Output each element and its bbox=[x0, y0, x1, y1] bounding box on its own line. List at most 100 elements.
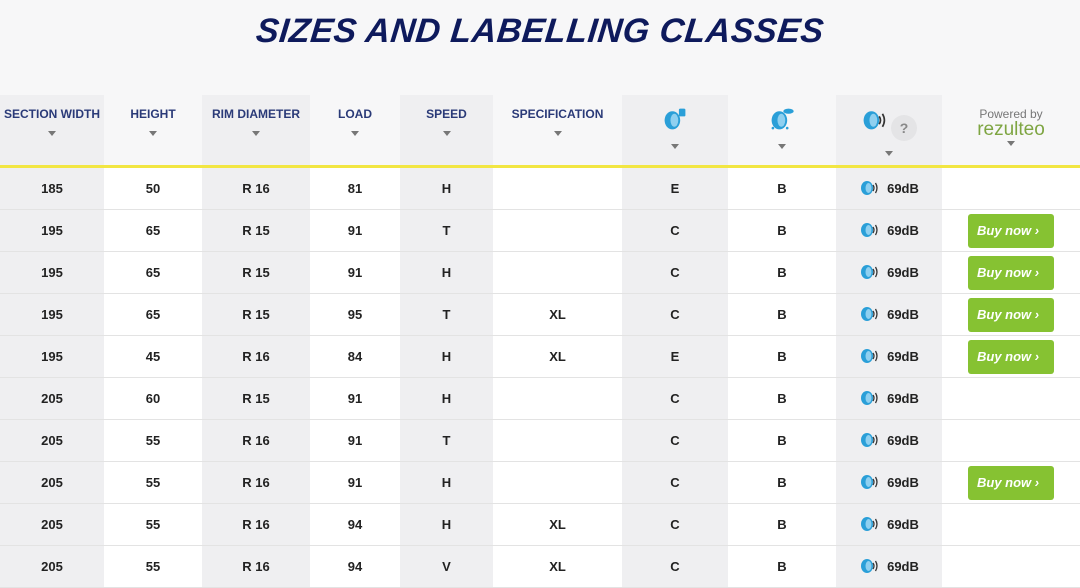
noise-value: 69dB bbox=[887, 307, 919, 322]
column-header-fuel-efficiency[interactable] bbox=[622, 95, 728, 168]
cell-load: 81 bbox=[310, 166, 400, 210]
cell-fuel: C bbox=[622, 503, 728, 546]
cell-rim: R 16 bbox=[202, 419, 310, 462]
cell-height: 65 bbox=[104, 251, 202, 294]
sort-arrow-icon[interactable] bbox=[252, 131, 260, 136]
buy-now-button[interactable]: Buy now › bbox=[968, 297, 1054, 332]
cell-rim: R 16 bbox=[202, 335, 310, 378]
cell-rim: R 15 bbox=[202, 251, 310, 294]
cell-buy: Buy now › bbox=[942, 209, 1080, 252]
cell-rim: R 16 bbox=[202, 461, 310, 504]
cell-noise: 69dB bbox=[836, 166, 942, 210]
noise-value: 69dB bbox=[887, 517, 919, 532]
column-header[interactable]: RIM DIAMETER bbox=[202, 95, 310, 168]
wet-grip-icon bbox=[769, 108, 795, 134]
buy-now-button[interactable]: Buy now › bbox=[968, 465, 1054, 500]
cell-spec bbox=[493, 251, 622, 294]
noise-icon bbox=[859, 430, 879, 451]
noise-icon bbox=[859, 346, 879, 367]
cell-fuel: C bbox=[622, 293, 728, 336]
cell-load: 94 bbox=[310, 503, 400, 546]
fuel-efficiency-icon bbox=[662, 108, 688, 134]
column-header[interactable]: SPECIFICATION bbox=[493, 95, 622, 168]
sort-arrow-icon[interactable] bbox=[671, 144, 679, 149]
cell-buy bbox=[942, 377, 1080, 420]
cell-width: 195 bbox=[0, 251, 104, 294]
sort-arrow-icon[interactable] bbox=[885, 150, 893, 156]
cell-spec: XL bbox=[493, 335, 622, 378]
cell-rim: R 15 bbox=[202, 209, 310, 252]
sort-arrow-icon[interactable] bbox=[778, 144, 786, 149]
cell-width: 185 bbox=[0, 166, 104, 210]
cell-fuel: C bbox=[622, 209, 728, 252]
help-icon[interactable]: ? bbox=[891, 114, 917, 141]
cell-height: 55 bbox=[104, 545, 202, 588]
cell-noise: 69dB bbox=[836, 545, 942, 588]
cell-speed: H bbox=[400, 335, 493, 378]
cell-buy bbox=[942, 545, 1080, 588]
table-row: 205 55 R 16 94 H XL C B 69dB bbox=[0, 503, 1080, 546]
buy-now-button[interactable]: Buy now › bbox=[968, 339, 1054, 374]
cell-speed: T bbox=[400, 419, 493, 462]
sort-arrow-icon[interactable] bbox=[442, 131, 451, 136]
table-row: 185 50 R 16 81 H E B 69dB bbox=[0, 166, 1080, 210]
cell-noise: 69dB bbox=[836, 209, 942, 252]
noise-value: 69dB bbox=[887, 475, 919, 490]
cell-spec: XL bbox=[493, 503, 622, 546]
cell-speed: H bbox=[400, 377, 493, 420]
sort-arrow-icon[interactable] bbox=[48, 131, 56, 136]
noise-icon bbox=[861, 111, 887, 134]
cell-height: 55 bbox=[104, 419, 202, 462]
noise-icon bbox=[859, 304, 879, 325]
column-header[interactable]: LOAD bbox=[310, 95, 400, 168]
cell-speed: H bbox=[400, 166, 493, 210]
noise-value: 69dB bbox=[887, 265, 919, 280]
column-label: HEIGHT bbox=[130, 107, 176, 121]
buy-now-button[interactable]: Buy now › bbox=[968, 255, 1054, 290]
sort-arrow-icon[interactable] bbox=[1007, 141, 1015, 146]
cell-width: 205 bbox=[0, 503, 104, 546]
cell-rim: R 15 bbox=[202, 293, 310, 336]
table-row: 195 65 R 15 95 T XL C B 69dB Buy now › bbox=[0, 293, 1080, 336]
table-row: 205 55 R 16 94 V XL C B 69dB bbox=[0, 545, 1080, 588]
cell-wet: B bbox=[728, 419, 836, 462]
buy-now-button[interactable]: Buy now › bbox=[968, 213, 1054, 248]
cell-noise: 69dB bbox=[836, 293, 942, 336]
sizes-table: SECTION WIDTH HEIGHT RIM DIAMETER LOAD SPEED… bbox=[0, 95, 1080, 588]
noise-value: 69dB bbox=[887, 349, 919, 364]
sort-arrow-icon[interactable] bbox=[351, 131, 359, 136]
cell-height: 50 bbox=[104, 166, 202, 210]
cell-speed: V bbox=[400, 545, 493, 588]
cell-fuel: C bbox=[622, 545, 728, 588]
column-header-buy[interactable]: Powered by rezulteo bbox=[942, 95, 1080, 168]
cell-width: 195 bbox=[0, 293, 104, 336]
column-header[interactable]: SECTION WIDTH bbox=[0, 95, 104, 168]
cell-width: 205 bbox=[0, 419, 104, 462]
sort-arrow-icon[interactable] bbox=[149, 131, 157, 136]
column-header-wet-grip[interactable] bbox=[728, 95, 836, 168]
cell-speed: T bbox=[400, 293, 493, 336]
cell-width: 205 bbox=[0, 461, 104, 504]
cell-load: 84 bbox=[310, 335, 400, 378]
cell-fuel: E bbox=[622, 335, 728, 378]
column-header[interactable]: SPEED bbox=[400, 95, 493, 168]
noise-value: 69dB bbox=[887, 223, 919, 238]
cell-wet: B bbox=[728, 166, 836, 210]
cell-wet: B bbox=[728, 251, 836, 294]
cell-load: 95 bbox=[310, 293, 400, 336]
cell-width: 205 bbox=[0, 377, 104, 420]
cell-speed: T bbox=[400, 209, 493, 252]
table-row: 195 45 R 16 84 H XL E B 69dB Buy now › bbox=[0, 335, 1080, 378]
sort-arrow-icon[interactable] bbox=[553, 131, 562, 136]
noise-icon bbox=[859, 556, 879, 577]
cell-speed: H bbox=[400, 503, 493, 546]
cell-wet: B bbox=[728, 335, 836, 378]
cell-spec bbox=[493, 461, 622, 504]
cell-fuel: E bbox=[622, 166, 728, 210]
column-header-noise[interactable]: ? bbox=[836, 95, 942, 168]
cell-spec: XL bbox=[493, 293, 622, 336]
cell-buy: Buy now › bbox=[942, 461, 1080, 504]
cell-buy bbox=[942, 503, 1080, 546]
cell-height: 45 bbox=[104, 335, 202, 378]
column-header[interactable]: HEIGHT bbox=[104, 95, 202, 168]
